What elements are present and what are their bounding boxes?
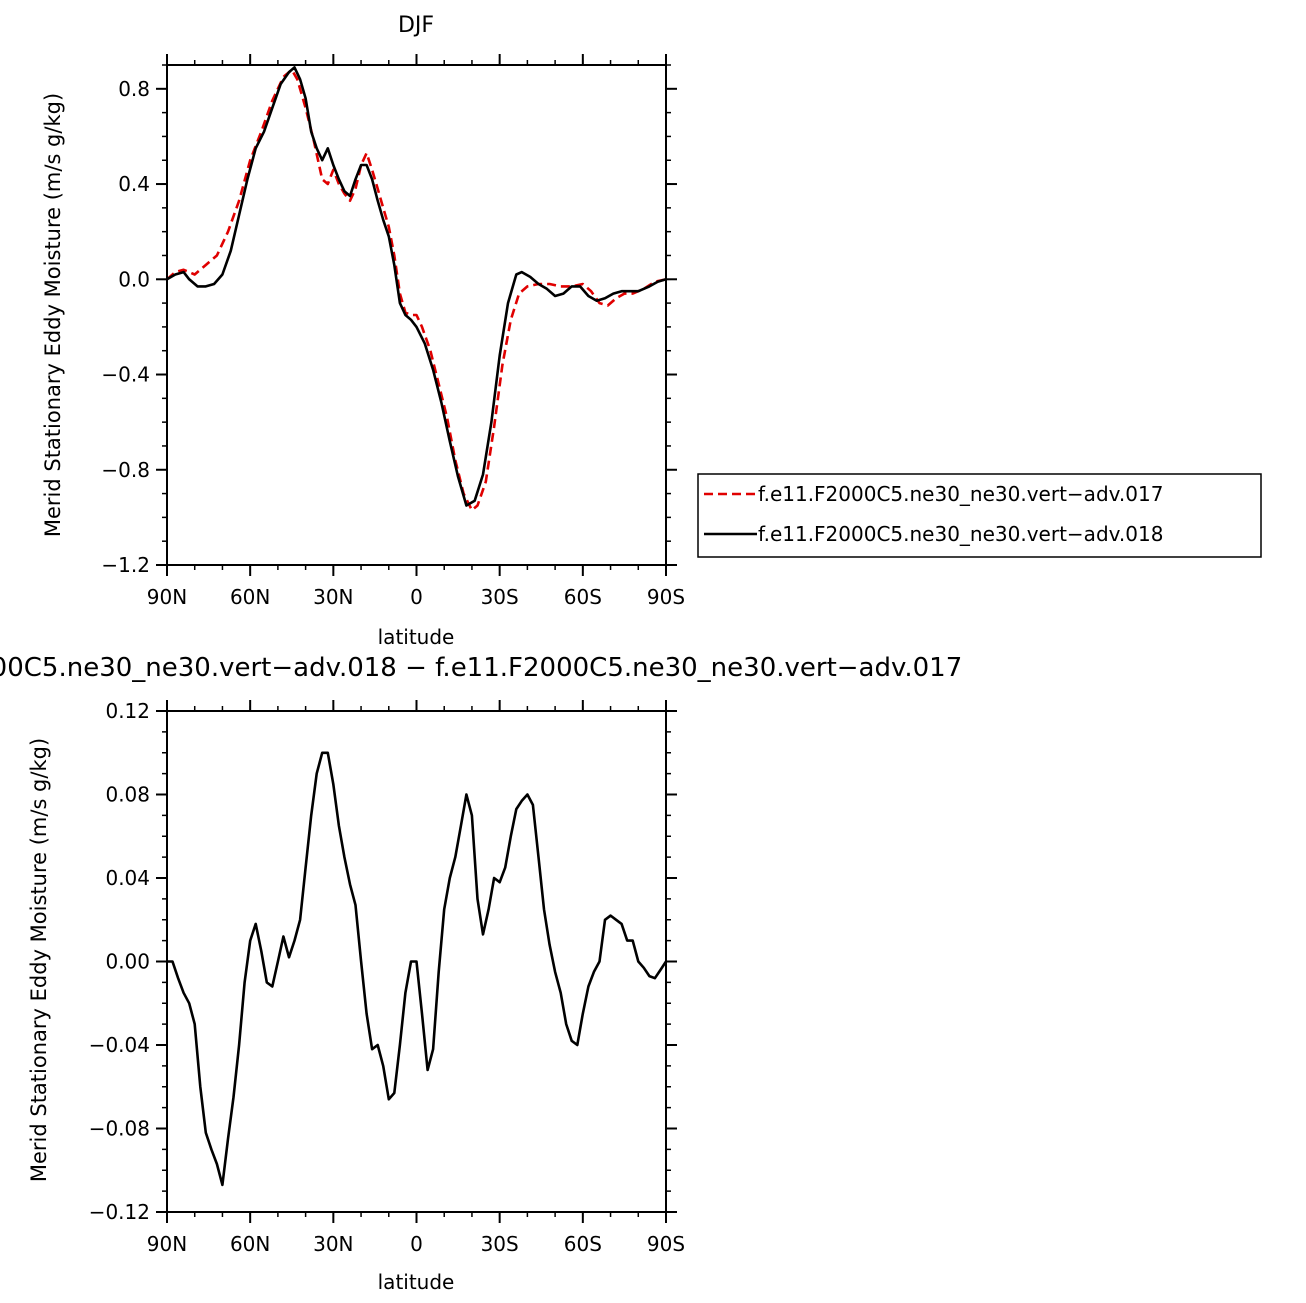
bottom-tick-labels: 0.12 0.08 0.04 0.00 −0.04 −0.08 −0.12 90N 60N 30N…: [89, 699, 685, 1256]
y-tick-label: 0.04: [105, 866, 150, 890]
x-tick-label: 90S: [647, 1232, 685, 1256]
x-tick-label: 60N: [230, 1232, 270, 1256]
x-tick-label: 60S: [564, 585, 602, 609]
x-tick-label: 60S: [564, 1232, 602, 1256]
x-tick-label: 30N: [313, 1232, 353, 1256]
bottom-chart-title: f.e11.F2000C5.ne30_ne30.vert−adv.018 − f…: [0, 653, 962, 683]
top-y-axis-label: Merid Stationary Eddy Moisture (m/s g/kg…: [41, 93, 65, 537]
y-tick-label: 0.4: [118, 172, 150, 196]
y-tick-label: −0.08: [89, 1117, 150, 1141]
y-tick-label: 0.12: [105, 699, 150, 723]
bottom-series-lines: [167, 751, 668, 1187]
bottom-panel: f.e11.F2000C5.ne30_ne30.vert−adv.018 − f…: [0, 653, 962, 1294]
x-tick-label: 60N: [230, 585, 270, 609]
x-tick-label: 90S: [647, 585, 685, 609]
y-tick-label: −1.2: [101, 553, 150, 577]
x-tick-label: 0: [410, 1232, 423, 1256]
y-tick-label: 0.8: [118, 77, 150, 101]
top-chart-title: DJF: [398, 13, 434, 38]
bottom-x-axis-label: latitude: [378, 1270, 455, 1294]
x-tick-label: 30S: [481, 1232, 519, 1256]
y-tick-label: −0.8: [101, 458, 150, 482]
y-tick-label: 0.0: [118, 267, 150, 291]
y-tick-label: 0.00: [105, 950, 150, 974]
legend-box: [697, 473, 1262, 558]
bottom-y-axis-label: Merid Stationary Eddy Moisture (m/s g/kg…: [27, 738, 51, 1182]
x-tick-label: 30N: [313, 585, 353, 609]
legend: f.e11.F2000C5.ne30_ne30.vert−adv.017 f.e…: [697, 473, 1262, 558]
top-series-line-1: [166, 66, 667, 507]
top-series-lines: [166, 66, 667, 512]
legend-label-018: f.e11.F2000C5.ne30_ne30.vert−adv.018: [758, 522, 1163, 546]
top-series-line-0: [166, 68, 667, 512]
x-tick-label: 30S: [481, 585, 519, 609]
y-tick-label: −0.04: [89, 1033, 150, 1057]
x-tick-label: 0: [410, 585, 423, 609]
top-plot-frame: [166, 64, 667, 566]
y-tick-label: −0.4: [101, 363, 150, 387]
top-tick-labels: 0.8 0.4 0.0 −0.4 −0.8 −1.2 90N 60N 30N 0 30S 60S 90S: [101, 77, 685, 609]
top-x-axis-label: latitude: [378, 625, 455, 649]
x-tick-label: 90N: [147, 585, 187, 609]
legend-label-017: f.e11.F2000C5.ne30_ne30.vert−adv.017: [758, 482, 1163, 506]
top-panel: DJF Merid Stationary Eddy Moisture (m/s …: [41, 13, 685, 649]
y-tick-label: 0.08: [105, 783, 150, 807]
bottom-plot-frame: [166, 710, 667, 1213]
y-tick-label: −0.12: [89, 1200, 150, 1224]
bottom-series-line-0: [167, 751, 668, 1187]
x-tick-label: 90N: [147, 1232, 187, 1256]
